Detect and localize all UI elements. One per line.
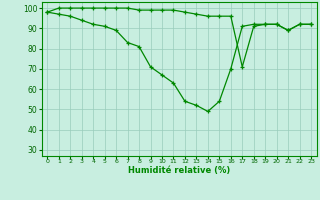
X-axis label: Humidité relative (%): Humidité relative (%): [128, 166, 230, 175]
